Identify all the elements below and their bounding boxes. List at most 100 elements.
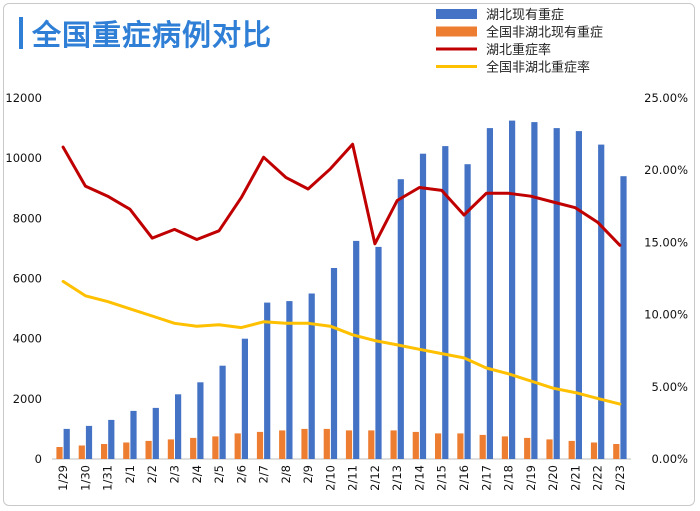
bar — [85, 425, 93, 459]
bar — [368, 430, 375, 459]
x-tick-label: 2/10 — [323, 465, 337, 491]
bar — [613, 444, 620, 459]
bar — [123, 442, 130, 459]
bar — [241, 338, 248, 459]
x-tick-label: 2/9 — [301, 465, 315, 484]
bar — [412, 431, 419, 459]
bar — [256, 431, 264, 459]
bar — [145, 440, 152, 459]
x-tick-label: 2/19 — [524, 465, 538, 491]
bar — [546, 439, 553, 459]
line-series-2 — [61, 279, 622, 406]
bar — [323, 428, 330, 459]
bar — [435, 433, 442, 459]
x-tick-label: 2/13 — [390, 465, 404, 491]
x-tick-label: 2/15 — [435, 465, 449, 491]
bar — [152, 407, 159, 459]
x-tick-label: 2/4 — [190, 465, 204, 484]
title-accent-bar — [19, 17, 23, 49]
y-axis-left: 0 2000 4000 6000 8000 10000 12000 — [5, 91, 42, 466]
bar — [390, 430, 397, 459]
y-left-tick-label: 10000 — [5, 151, 42, 165]
bar — [190, 437, 197, 459]
bar — [101, 444, 108, 459]
x-tick-label: 2/14 — [412, 465, 426, 491]
bar — [568, 440, 575, 459]
bar — [486, 128, 493, 459]
bar — [598, 144, 605, 459]
x-tick-label: 2/21 — [568, 465, 582, 491]
x-tick-label: 2/1 — [123, 465, 137, 484]
bar — [479, 434, 486, 459]
x-tick-label: 2/6 — [234, 465, 248, 484]
bar — [212, 436, 219, 459]
bar — [464, 164, 471, 459]
bar — [397, 179, 404, 459]
y-left-tick-label: 0 — [35, 452, 42, 466]
y-right-tick-label: 20.00% — [644, 163, 688, 177]
y-left-tick-label: 8000 — [13, 211, 42, 225]
y-right-tick-label: 10.00% — [644, 308, 688, 322]
x-tick-label: 2/16 — [457, 465, 471, 491]
x-tick-label: 2/8 — [279, 465, 293, 484]
y-left-tick-label: 6000 — [13, 272, 42, 286]
x-tick-label: 2/20 — [546, 465, 560, 491]
y-right-tick-label: 25.00% — [644, 91, 688, 105]
y-axis-right: 0.00% 5.00% 10.00% 15.00% 20.00% 25.00% — [644, 91, 688, 466]
bar — [442, 146, 449, 459]
bar — [575, 131, 582, 459]
bar — [531, 122, 538, 459]
x-tick-label: 2/2 — [145, 465, 159, 484]
bar-series-2 — [56, 428, 620, 459]
line-series-1 — [61, 142, 622, 247]
y-right-tick-label: 5.00% — [651, 380, 688, 394]
bar — [553, 128, 560, 459]
bar — [308, 293, 315, 459]
x-tick-label: 2/11 — [346, 465, 360, 491]
bar — [63, 428, 70, 459]
chart-title: 全国重症病例对比 — [32, 18, 273, 52]
y-right-tick-label: 15.00% — [644, 235, 688, 249]
bar — [78, 445, 85, 459]
x-tick-label: 2/17 — [479, 465, 493, 491]
bar — [524, 437, 531, 459]
y-left-tick-label: 2000 — [13, 392, 42, 406]
x-tick-label: 1/30 — [78, 465, 92, 491]
bar — [301, 428, 308, 459]
bar-series-1 — [63, 120, 627, 459]
y-left-tick-label: 4000 — [13, 332, 42, 346]
bar — [419, 153, 427, 459]
bar — [620, 176, 627, 459]
y-left-tick-label: 12000 — [5, 91, 42, 105]
bar — [197, 382, 204, 459]
bar — [167, 439, 174, 459]
bar — [130, 410, 137, 459]
x-tick-label: 1/29 — [56, 465, 70, 491]
bar — [264, 302, 271, 459]
bar — [501, 436, 508, 459]
bar — [108, 419, 115, 459]
x-tick-label: 2/3 — [167, 465, 181, 484]
bar — [353, 240, 360, 459]
x-tick-label: 2/5 — [212, 465, 226, 484]
x-tick-label: 2/7 — [257, 465, 271, 484]
bar — [509, 120, 516, 459]
x-axis: 1/29 1/30 1/31 2/1 2/2 2/3 2/4 2/5 2/6 2/7 2/8 2/9 2… — [56, 465, 627, 491]
bar — [234, 433, 241, 459]
bar — [375, 246, 382, 459]
x-tick-label: 2/12 — [368, 465, 382, 491]
bar — [345, 430, 353, 459]
y-right-tick-label: 0.00% — [651, 452, 688, 466]
bar — [590, 442, 598, 459]
x-tick-label: 1/31 — [101, 465, 115, 491]
x-tick-label: 2/22 — [591, 465, 605, 491]
bar — [286, 301, 293, 459]
x-tick-label: 2/18 — [502, 465, 516, 491]
bar — [56, 447, 63, 459]
bar — [219, 365, 226, 459]
bar — [330, 268, 338, 459]
x-tick-label: 2/23 — [613, 465, 627, 491]
bar — [279, 430, 286, 459]
bar — [457, 433, 464, 459]
